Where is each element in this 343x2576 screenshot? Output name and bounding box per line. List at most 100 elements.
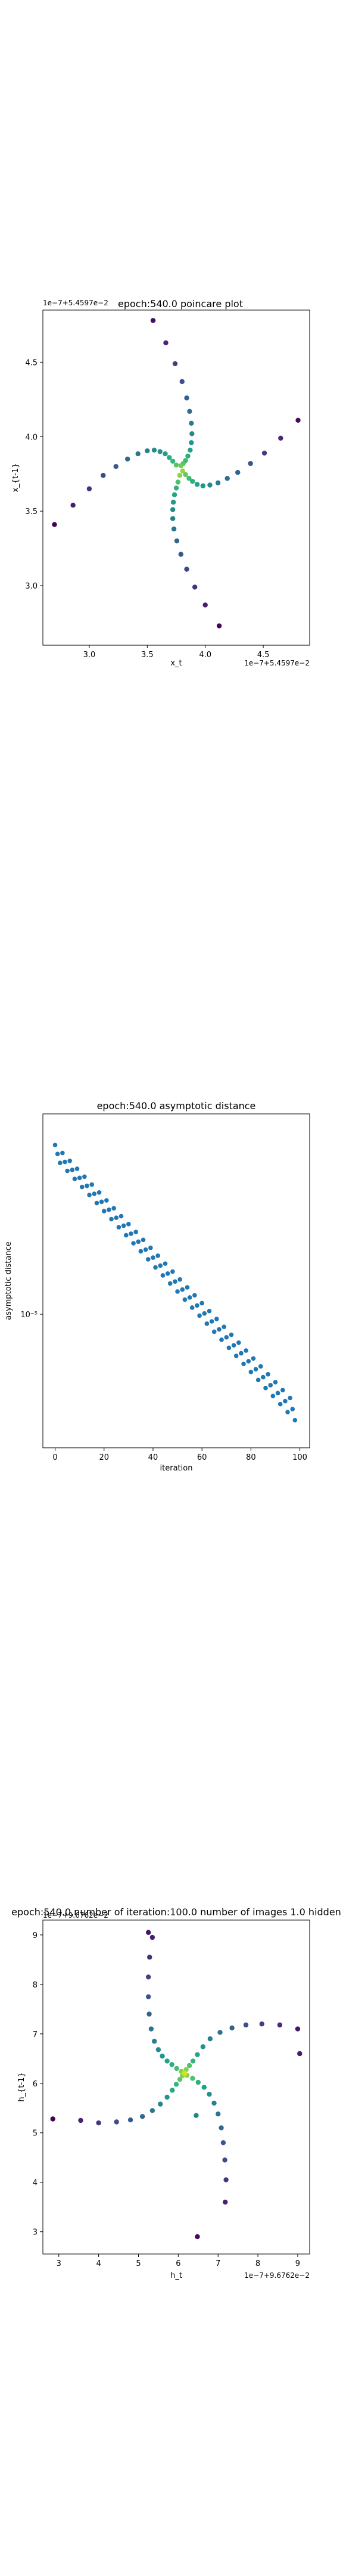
hidden-point: [164, 2058, 170, 2064]
asymptotic-point: [85, 1183, 89, 1188]
hidden-point: [182, 2070, 188, 2076]
hidden-plot-area: [42, 1919, 310, 2255]
hidden-point: [114, 2119, 119, 2125]
asymptotic-point: [52, 1143, 58, 1148]
asymptotic-point: [129, 1231, 133, 1236]
asymptotic-y-tick-label: 10⁻⁵: [20, 1311, 38, 1320]
asymptotic-point: [229, 1332, 234, 1337]
asymptotic-point: [138, 1249, 144, 1254]
asymptotic-point: [199, 1301, 204, 1306]
asymptotic-point: [74, 1166, 80, 1171]
hidden-point: [186, 2063, 192, 2069]
asymptotic-points: [52, 1143, 298, 1423]
asymptotic-point: [72, 1176, 77, 1181]
hidden-x-tick-label: 5: [136, 2259, 141, 2268]
hidden-x-tick-label: 9: [295, 2259, 300, 2268]
asymptotic-point: [277, 1401, 283, 1407]
hidden-point: [243, 2022, 249, 2028]
asymptotic-point: [77, 1175, 82, 1181]
asymptotic-point: [141, 1237, 146, 1243]
asymptotic-point: [207, 1308, 212, 1314]
poincare-point: [163, 451, 168, 457]
asymptotic-ticks: 0 20 40 60 80 100 10⁻⁵: [20, 1311, 307, 1462]
hidden-state-panel: epoch:540.0,number of iteration:100.0 nu…: [11, 1906, 341, 2280]
poincare-point: [207, 482, 213, 488]
asymptotic-point: [65, 1168, 70, 1174]
hidden-point: [195, 2234, 200, 2240]
asymptotic-x-tick-label: 0: [52, 1453, 57, 1462]
hidden-point: [149, 2108, 155, 2113]
hidden-x-tick-label: 3: [57, 2259, 61, 2268]
asymptotic-point: [236, 1340, 241, 1345]
poincare-point: [190, 479, 195, 484]
hidden-point: [174, 2066, 179, 2072]
poincare-x-tick-label: 3.0: [83, 651, 96, 660]
poincare-plot-panel: epoch:540.0 poincare plot 1e−7+5.4597e−2…: [11, 298, 310, 668]
poincare-point: [186, 476, 192, 481]
poincare-point: [124, 456, 130, 462]
poincare-point: [179, 379, 185, 385]
hidden-point: [158, 2101, 163, 2107]
asymptotic-point: [219, 1337, 224, 1342]
poincare-point: [113, 464, 119, 469]
asymptotic-point: [192, 1293, 197, 1298]
asymptotic-point: [182, 1297, 188, 1302]
hidden-point: [170, 2088, 175, 2093]
hidden-point: [222, 2157, 227, 2163]
poincare-y-tick-label: 3.5: [25, 507, 38, 516]
hidden-point: [169, 2062, 174, 2067]
asymptotic-point: [101, 1209, 107, 1213]
poincare-point: [180, 468, 185, 473]
poincare-point: [215, 480, 221, 485]
asymptotic-point: [177, 1277, 182, 1282]
asymptotic-point: [189, 1305, 195, 1310]
asymptotic-point: [175, 1289, 180, 1294]
asymptotic-point: [285, 1410, 290, 1414]
asymptotic-point: [114, 1215, 119, 1220]
hidden-point: [148, 2026, 154, 2032]
asymptotic-point: [165, 1271, 170, 1276]
poincare-point: [145, 448, 150, 454]
asymptotic-point: [241, 1361, 246, 1367]
hidden-point: [50, 2116, 55, 2122]
poincare-point: [150, 318, 156, 323]
asymptotic-distance-panel: epoch:540.0 asymptotic distance 0 20 40 60 8…: [4, 1100, 310, 1473]
hidden-point: [96, 2120, 101, 2126]
poincare-y-offset-label: 1e−7+5.4597e−2: [43, 299, 108, 307]
asymptotic-point: [258, 1364, 263, 1369]
asymptotic-point: [96, 1190, 102, 1195]
hidden-x-tick-label: 6: [176, 2259, 180, 2268]
hidden-state-title: epoch:540.0,number of iteration:100.0 nu…: [11, 1906, 341, 1918]
asymptotic-point: [195, 1303, 199, 1308]
poincare-point: [178, 552, 183, 557]
poincare-point: [178, 463, 183, 469]
hidden-point: [190, 2058, 196, 2064]
asymptotic-x-label: iteration: [160, 1464, 193, 1473]
asymptotic-point: [87, 1193, 92, 1197]
asymptotic-point: [187, 1295, 192, 1300]
asymptotic-point: [126, 1222, 131, 1227]
poincare-point: [248, 461, 253, 466]
poincare-point: [170, 459, 176, 464]
asymptotic-point: [148, 1245, 153, 1250]
asymptotic-point: [214, 1317, 219, 1321]
hidden-y-tick-label: 3: [33, 2228, 38, 2237]
poincare-point: [52, 522, 57, 527]
hidden-point: [78, 2117, 83, 2123]
asymptotic-point: [185, 1285, 190, 1290]
asymptotic-point: [63, 1159, 67, 1165]
asymptotic-point: [121, 1223, 126, 1228]
poincare-point: [175, 479, 181, 485]
asymptotic-point: [222, 1324, 226, 1329]
poincare-point: [172, 492, 177, 497]
asymptotic-point: [231, 1343, 236, 1348]
asymptotic-point: [273, 1380, 278, 1385]
poincare-point: [157, 449, 163, 454]
asymptotic-point: [133, 1230, 138, 1234]
asymptotic-point: [244, 1348, 248, 1353]
hidden-ticks: 3 4 5 6 7 8 9 3 4 5 6 7 8 9: [33, 1931, 300, 2268]
asymptotic-x-tick-label: 80: [246, 1453, 256, 1462]
hidden-y-tick-label: 7: [33, 2030, 38, 2039]
poincare-point: [170, 507, 176, 512]
